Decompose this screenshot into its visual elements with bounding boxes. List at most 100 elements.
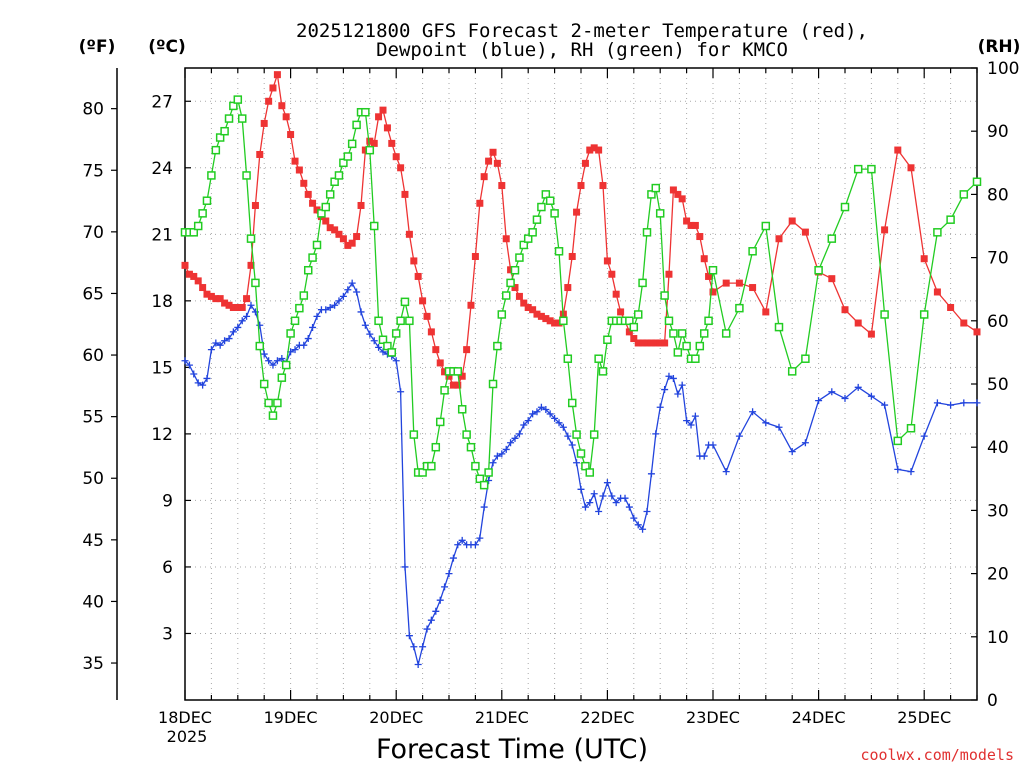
temperature-point [608,270,616,278]
temperature-point [212,295,220,303]
celsius-tick-label: 12 [151,425,173,445]
rh-point [312,240,322,250]
temperature-point [243,295,251,303]
temperature-point [467,301,475,309]
dewpoint-point [529,410,537,418]
rh-point [211,145,221,155]
rh-point [545,196,555,205]
temperature-point [511,284,519,292]
rh-point [532,215,542,224]
temperature-point [652,339,660,347]
dewpoint-point [361,321,369,329]
dewpoint-point [216,341,224,349]
fahrenheit-tick-label: 45 [82,531,104,551]
temperature-point [542,315,550,323]
rh-point [673,348,683,357]
temperature-point [960,319,968,327]
rh-point [290,316,300,326]
dewpoint-point [630,514,638,522]
rh-point [409,430,419,439]
dewpoint-point [278,354,286,362]
series-rh [180,95,982,490]
dewpoint-point [185,361,193,369]
temperature-point [458,372,466,380]
rh-point [515,253,524,262]
rh-tick-label: 30 [987,501,1009,521]
dewpoint-point [423,625,431,633]
chart-title-line-1: 2025121800 GFS Forecast 2-meter Temperat… [296,20,868,42]
temperature-point [392,153,400,161]
temperature-point [265,97,273,105]
fahrenheit-tick-label: 75 [82,161,104,181]
rh-point [704,316,713,326]
temperature-point [665,270,673,278]
temperature-point [410,257,418,265]
rh-point [462,430,471,439]
celsius-unit-label: (ºC) [148,37,186,57]
dewpoint-point [599,492,607,500]
temperature-point [568,252,576,260]
celsius-tick-label: 21 [151,225,173,245]
temperature-point [251,201,259,209]
celsius-tick-label: 24 [151,159,173,179]
temperature-point [973,328,981,336]
temperature-point [309,199,317,207]
rh-point [229,101,238,111]
dewpoint-point [907,468,915,476]
temperature-point [331,226,339,234]
rh-point [299,291,309,300]
dewpoint-point [960,399,968,407]
rh-point [242,171,251,180]
rh-point [286,329,295,338]
dewpoint-point [511,434,519,442]
dewpoint-point [502,445,510,453]
temperature-point [643,339,651,347]
rh-point [189,228,199,237]
temperature-point [260,119,268,127]
rh-point [695,341,705,351]
rh-point [387,348,397,357]
rh-point [906,423,916,433]
rh-point [691,354,700,363]
temperature-point [181,261,189,269]
rh-tick-label: 50 [987,375,1009,395]
temperature-point [573,208,581,216]
temperature-point [273,71,281,79]
dewpoint-point [353,288,361,296]
rh-point [572,430,581,439]
grid-lines [185,68,977,700]
temperature-point [414,272,422,280]
dewpoint-point [300,341,308,349]
rh-point [603,335,612,345]
rh-point [391,329,401,338]
rh-point [325,190,335,199]
rh-point [264,398,273,408]
temperature-point [533,310,541,318]
temperature-point [881,226,889,234]
dewpoint-point [524,417,532,425]
fahrenheit-tick-label: 50 [82,469,104,489]
dewpoint-point [291,346,299,354]
dewpoint-point [322,306,330,314]
rh-point [625,316,634,326]
rh-point [677,329,687,338]
rh-point [814,265,823,275]
temperature-point [480,173,488,181]
temperature-point [669,186,677,194]
rh-point [255,341,265,351]
celsius-tick-label: 3 [162,624,173,644]
dewpoint-point [854,383,862,391]
rh-point [501,291,511,300]
temperature-point [339,235,347,243]
temperature-point [348,239,356,247]
dewpoint-point [656,403,664,411]
rh-point [519,240,529,250]
temperature-point [722,279,730,287]
dewpoint-point [568,441,576,449]
rh-point [959,190,969,199]
temperature-point [581,159,589,167]
temperature-point [432,346,440,354]
dewpoint-point [344,286,352,294]
rh-point [867,164,876,174]
x-tick-label: 22DEC [580,708,634,727]
